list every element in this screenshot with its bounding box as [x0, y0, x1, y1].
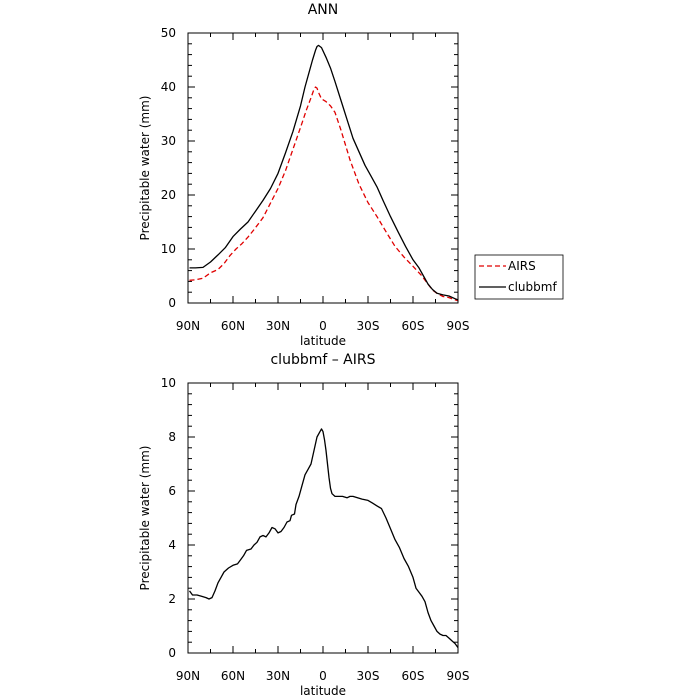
- bottom-chart-panel: clubbmf – AIRS 90N 60N 30N 0 30S 60S 90S 0 2 4 6 8 1…: [138, 352, 469, 698]
- x-tick-label: 90S: [447, 319, 470, 333]
- y-tick-label: 2: [168, 592, 176, 606]
- y-tick-label: 10: [161, 376, 176, 390]
- y-tick-label: 50: [161, 26, 176, 40]
- x-tick-label: 30S: [357, 319, 380, 333]
- x-tick-label: 90S: [447, 669, 470, 683]
- legend: AIRS clubbmf: [474, 254, 564, 300]
- legend-label-clubbmf: clubbmf: [508, 280, 557, 294]
- x-tick-label: 60N: [221, 319, 245, 333]
- y-tick-label: 10: [161, 242, 176, 256]
- series-line-clubbmf: [189, 44, 459, 301]
- series-line-airs: [189, 86, 459, 302]
- x-tick-label: 60S: [402, 669, 425, 683]
- y-tick-label: 4: [168, 538, 176, 552]
- x-tick-label: 30N: [266, 669, 290, 683]
- y-tick-label: 6: [168, 484, 176, 498]
- top-chart-panel: ANN 90N 60N 30N 0 30S 60S 90S 0 10 20 30 40 50 latit…: [138, 2, 469, 348]
- y-tick-label: 8: [168, 430, 176, 444]
- bottom-chart-series: [188, 428, 459, 648]
- legend-box: [474, 254, 564, 300]
- top-chart-ylabel: Precipitable water (mm): [138, 96, 152, 241]
- bottom-chart-frame: [187, 382, 459, 654]
- bottom-chart-ylabel: Precipitable water (mm): [138, 446, 152, 591]
- x-tick-label: 60N: [221, 669, 245, 683]
- y-tick-label: 40: [161, 80, 176, 94]
- x-tick-label: 90N: [176, 319, 200, 333]
- x-tick-label: 60S: [402, 319, 425, 333]
- bottom-chart-title: clubbmf – AIRS: [270, 352, 375, 368]
- top-chart-series: [189, 44, 459, 302]
- y-tick-label: 0: [168, 296, 176, 310]
- top-chart-title: ANN: [308, 2, 339, 18]
- y-tick-label: 30: [161, 134, 176, 148]
- x-tick-label: 30N: [266, 319, 290, 333]
- y-tick-label: 0: [168, 646, 176, 660]
- x-tick-label: 0: [319, 669, 327, 683]
- x-tick-label: 30S: [357, 669, 380, 683]
- bottom-chart-ticks: 90N 60N 30N 0 30S 60S 90S 0 2 4 6 8 10: [161, 376, 470, 683]
- series-line-difference: [188, 428, 459, 648]
- top-chart-ticks: 90N 60N 30N 0 30S 60S 90S 0 10 20 30 40 50: [161, 26, 470, 333]
- top-chart-xlabel: latitude: [300, 334, 346, 348]
- bottom-chart-xlabel: latitude: [300, 684, 346, 698]
- x-tick-label: 0: [319, 319, 327, 333]
- y-tick-label: 20: [161, 188, 176, 202]
- top-chart-frame: [187, 32, 459, 304]
- x-tick-label: 90N: [176, 669, 200, 683]
- legend-label-airs: AIRS: [508, 259, 536, 273]
